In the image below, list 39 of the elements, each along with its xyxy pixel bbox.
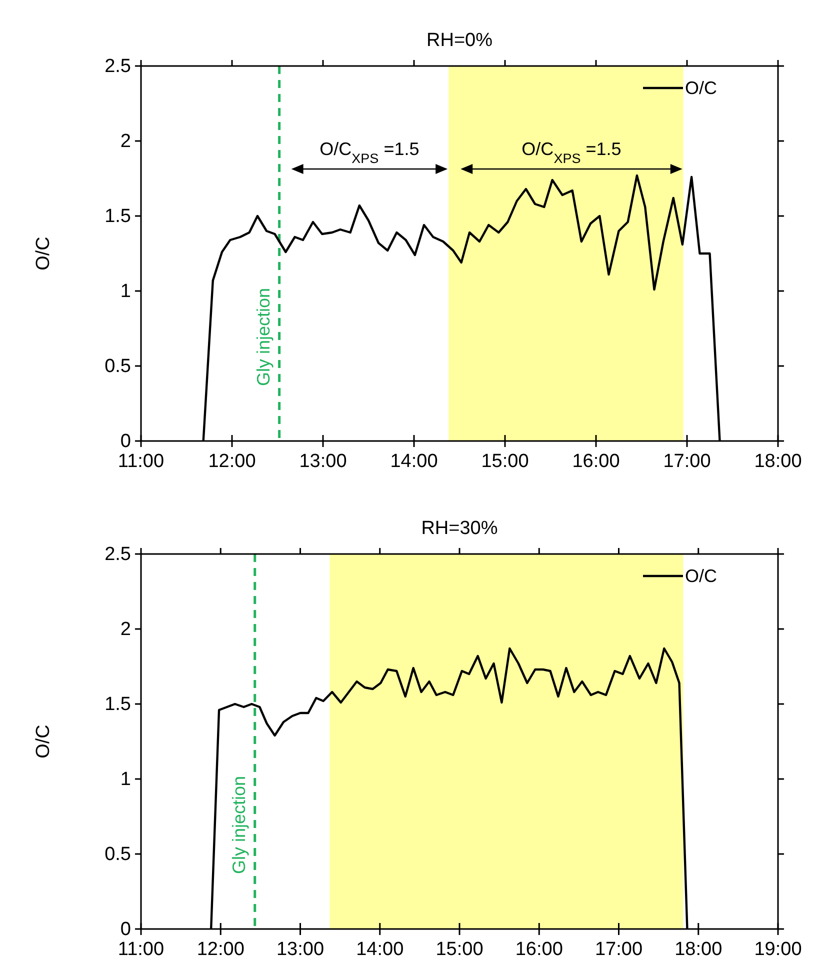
y-tick-label: 0.5 <box>104 356 131 377</box>
x-tick-label: 16:00 <box>572 451 620 472</box>
y-tick-label: 2.5 <box>104 544 131 565</box>
x-tick-label: 14:00 <box>356 939 404 960</box>
x-tick-label: 14:00 <box>390 451 438 472</box>
y-axis-title: O/C <box>33 724 54 758</box>
legend-label: O/C <box>685 78 718 98</box>
x-tick-label: 13:00 <box>299 451 347 472</box>
ref-line-label: Gly injection <box>228 776 249 874</box>
y-axis-title: O/C <box>33 236 54 270</box>
y-tick-label: 1 <box>120 769 131 790</box>
x-tick-label: 11:00 <box>118 451 164 472</box>
y-tick-label: 1.5 <box>104 694 131 715</box>
x-tick-label: 11:00 <box>118 939 164 960</box>
y-tick-label: 0.5 <box>104 844 131 865</box>
y-tick-label: 2 <box>120 619 131 640</box>
annotation: O/C$_{XPS}$ =1.5 <box>522 139 622 166</box>
chart-title: RH=30% <box>421 518 498 539</box>
legend-label: O/C <box>685 566 718 586</box>
x-tick-label: 12:00 <box>208 451 256 472</box>
x-tick-label: 15:00 <box>436 939 484 960</box>
y-tick-label: 0 <box>120 919 131 940</box>
x-tick-label: 18:00 <box>674 939 722 960</box>
x-tick-label: 13:00 <box>276 939 324 960</box>
x-tick-label: 18:00 <box>754 451 802 472</box>
x-tick-label: 12:00 <box>196 939 244 960</box>
y-tick-label: 2 <box>120 131 131 152</box>
x-tick-label: 19:00 <box>754 939 802 960</box>
x-tick-label: 15:00 <box>481 451 529 472</box>
chart-title: RH=0% <box>426 30 493 51</box>
x-tick-label: 17:00 <box>594 939 643 960</box>
y-tick-label: 1 <box>120 281 131 302</box>
y-tick-label: 0 <box>120 431 131 452</box>
x-tick-label: 16:00 <box>515 939 563 960</box>
ref-line-label: Gly injection <box>253 288 274 386</box>
y-tick-label: 2.5 <box>104 56 131 77</box>
x-tick-label: 17:00 <box>663 451 711 472</box>
annotation: O/C$_{XPS}$ =1.5 <box>320 139 420 166</box>
y-tick-label: 1.5 <box>104 206 131 227</box>
